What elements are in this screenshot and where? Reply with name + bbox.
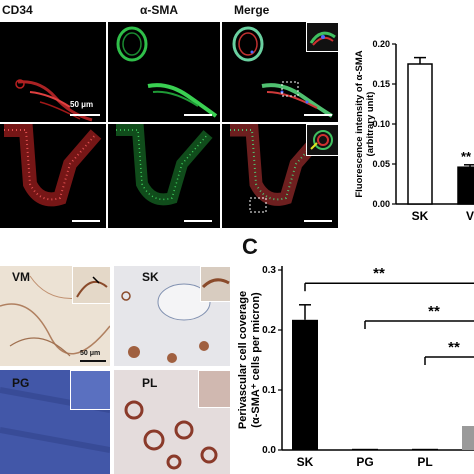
y-axis-label-line: Perivascular cell coverage <box>237 291 249 429</box>
merge-inset-bottom <box>306 124 338 156</box>
scale-bar-top <box>70 114 100 116</box>
scale-bar-histo: 50 μm <box>80 350 101 357</box>
y-tick-label: 0.05 <box>372 159 390 169</box>
histo-pg-panel: PG <box>0 370 110 474</box>
histo-pg-inset <box>70 370 110 410</box>
y-axis-label-line: Fluorescence intensity of α-SMA <box>354 50 365 197</box>
bar <box>457 166 474 205</box>
cd34-panel-top: 50 μm <box>0 22 106 122</box>
y-axis-label: Perivascular cell coverage(α-SMA⁺ cells … <box>237 291 262 429</box>
bar <box>352 448 378 450</box>
histo-sk-inset <box>200 266 230 302</box>
merge-inset-top <box>306 22 338 52</box>
bar-partial <box>462 426 474 450</box>
merge-label: Merge <box>234 3 270 17</box>
histo-pg-label: PG <box>12 376 30 390</box>
y-tick-label: 0.00 <box>372 199 390 209</box>
scale-bar-merge-top <box>304 114 332 116</box>
x-tick-label: SK <box>297 455 314 469</box>
panel-c-letter: C <box>242 234 258 259</box>
histo-pl-panel: PL <box>114 370 230 474</box>
merge-panel-bottom <box>222 124 338 228</box>
y-axis-label: Fluorescence intensity of α-SMA(arbitrar… <box>354 50 376 197</box>
y-axis-label-line: (α-SMA⁺ cells per micron) <box>250 292 262 428</box>
perivascular-chart: 0.0 0.1 0.2 0.3 Perivascular cell coverage(α… <box>237 265 474 469</box>
y-tick-label: 0.1 <box>262 385 276 396</box>
histo-pl-inset <box>198 370 230 408</box>
significance-marker: ** <box>428 303 440 320</box>
x-tick-label: V <box>466 209 474 223</box>
scale-bar-asma-top <box>184 114 212 116</box>
significance-marker: ** <box>461 149 472 164</box>
bar <box>412 448 438 450</box>
y-axis-label-line: (arbitrary unit) <box>365 92 376 157</box>
y-tick-label: 0.2 <box>262 325 276 336</box>
significance-marker: ** <box>373 265 385 282</box>
y-tick-label: 0.10 <box>372 119 390 129</box>
bar <box>292 319 318 450</box>
asma-label: α-SMA <box>140 3 179 17</box>
cd34-label: CD34 <box>2 3 33 17</box>
significance-marker: ** <box>448 339 460 356</box>
y-tick-label: 0.0 <box>262 445 276 456</box>
scale-bar-histo-line <box>80 360 106 362</box>
merge-panel-top <box>222 22 338 122</box>
histo-sk-label: SK <box>142 270 159 284</box>
histo-vm-inset <box>72 266 110 304</box>
scale-bar-asma-bottom <box>184 220 212 222</box>
scale-bar-merge-bottom <box>304 220 332 222</box>
y-tick-label: 0.15 <box>372 79 390 89</box>
y-tick-label: 0.20 <box>372 39 390 49</box>
cd34-panel-bottom <box>0 124 106 228</box>
asma-panel-bottom <box>108 124 220 228</box>
histo-sk-panel: SK <box>114 266 230 366</box>
x-tick-label: PL <box>417 455 432 469</box>
scale-bar-top-label: 50 μm <box>70 100 94 109</box>
x-tick-label: PG <box>356 455 373 469</box>
x-tick-label: SK <box>412 209 429 223</box>
histo-vm-label: VM <box>12 270 30 284</box>
y-tick-label: 0.3 <box>262 265 276 276</box>
histo-vm-panel: VM 50 μm <box>0 266 110 366</box>
bar <box>407 63 433 205</box>
scale-bar-cd34-bottom <box>72 220 100 222</box>
histo-pl-label: PL <box>142 376 158 390</box>
asma-panel-top <box>108 22 220 122</box>
